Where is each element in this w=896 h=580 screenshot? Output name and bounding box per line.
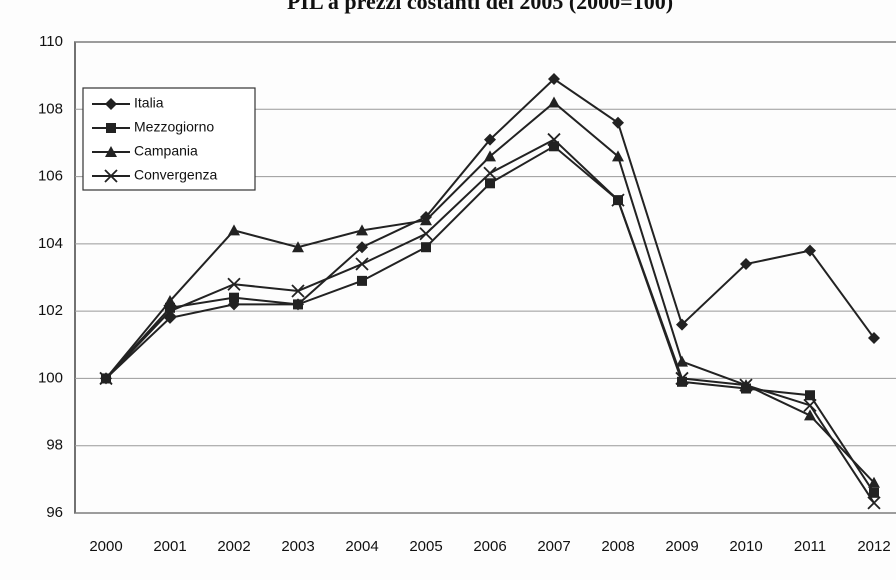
marker	[164, 295, 176, 307]
marker	[99, 371, 113, 386]
x-tick-label: 2010	[729, 538, 762, 555]
y-tick-label: 100	[38, 369, 63, 386]
marker	[804, 244, 816, 257]
marker	[804, 409, 816, 421]
marker	[228, 224, 240, 236]
marker	[106, 123, 116, 133]
marker	[675, 371, 689, 386]
legend-label: Mezzogiorno	[134, 119, 214, 135]
y-tick-label: 102	[38, 302, 63, 319]
marker	[739, 378, 753, 392]
marker	[867, 496, 881, 510]
marker	[165, 302, 175, 313]
marker	[420, 214, 432, 226]
marker	[869, 487, 879, 498]
marker	[229, 292, 239, 303]
marker	[676, 355, 688, 367]
y-tick-label: 106	[38, 168, 63, 185]
x-tick-label: 2005	[409, 538, 442, 555]
marker	[356, 224, 368, 236]
marker	[548, 96, 560, 108]
marker	[419, 227, 433, 241]
marker	[485, 178, 495, 189]
x-tick-label: 2007	[537, 538, 570, 555]
marker	[740, 258, 752, 271]
marker	[163, 304, 177, 318]
x-tick-label: 2000	[89, 538, 122, 555]
y-tick-label: 96	[46, 504, 63, 521]
x-tick-label: 2012	[857, 538, 890, 555]
chart-title: PIL a prezzi costanti del 2005 (2000=100…	[287, 0, 673, 14]
marker	[547, 132, 561, 147]
marker	[105, 146, 117, 157]
marker	[548, 73, 560, 86]
legend: Italia Mezzogiorno Campania Convergenza	[82, 87, 256, 191]
marker	[291, 284, 305, 298]
marker	[805, 390, 815, 401]
x-tick-label: 2008	[601, 538, 634, 555]
marker	[549, 141, 559, 152]
x-tick-label: 2001	[153, 538, 186, 555]
legend-label: Campania	[134, 143, 198, 159]
marker	[611, 193, 625, 207]
legend-label: Italia	[134, 95, 164, 111]
x-tick-label: 2004	[345, 538, 378, 555]
marker	[676, 318, 688, 331]
y-tick-label: 108	[38, 100, 63, 117]
marker	[227, 277, 241, 291]
marker	[421, 242, 431, 253]
marker	[868, 332, 880, 345]
y-tick-label: 98	[46, 437, 63, 454]
marker	[868, 476, 880, 488]
marker	[483, 166, 497, 180]
marker	[104, 169, 118, 183]
marker	[355, 257, 369, 271]
marker	[803, 398, 817, 412]
marker	[612, 116, 624, 129]
x-tick-label: 2011	[794, 538, 826, 555]
marker	[677, 376, 687, 387]
x-tick-label: 2002	[217, 538, 250, 555]
marker	[105, 98, 117, 110]
marker	[357, 275, 367, 286]
marker	[292, 241, 304, 253]
x-tick-label: 2003	[281, 538, 314, 555]
marker	[484, 133, 496, 146]
y-tick-label: 110	[39, 33, 63, 50]
x-tick-label: 2009	[665, 538, 698, 555]
marker	[293, 299, 303, 310]
marker	[484, 150, 496, 162]
x-tick-label: 2006	[473, 538, 506, 555]
marker	[356, 241, 368, 254]
y-tick-label: 104	[38, 235, 63, 252]
marker	[612, 150, 624, 162]
legend-label: Convergenza	[134, 167, 217, 183]
